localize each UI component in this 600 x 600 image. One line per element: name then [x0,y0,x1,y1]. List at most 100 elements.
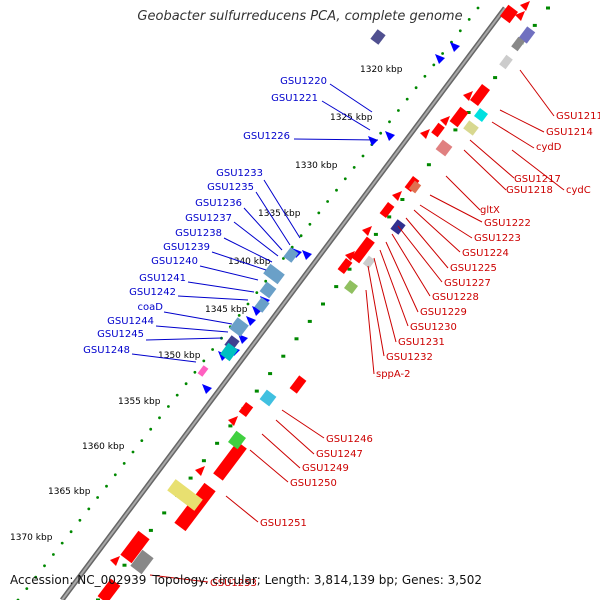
forward-gene-block [238,402,254,417]
ruler-dot [122,462,126,465]
ruler-dot [379,131,383,135]
inner-ruler-dash [400,198,405,201]
inner-ruler-dash [466,111,471,114]
gene-block [197,365,209,377]
leader-line [397,225,443,283]
forward-gene-label: GSU1232 [386,352,433,363]
forward-gene-label: GSU1214 [546,127,593,138]
ruler-track [16,6,480,600]
leader-line [419,204,473,239]
gene-block [259,389,277,407]
forward-gene-label: GSU1224 [462,248,509,259]
reverse-gene-arrow [435,54,445,64]
backbone-highlight [61,7,506,600]
leader-line [275,419,315,455]
leader-line [199,265,259,281]
gene-block [511,36,525,52]
leader-line [233,221,279,257]
leader-line [249,449,289,483]
inner-ruler-dash [281,354,286,358]
reverse-gene-arrow [246,316,256,326]
forward-gene-arrow [228,416,238,426]
forward-gene-arrow [463,91,473,101]
leader-line [145,337,223,341]
forward-gene-block [97,578,121,600]
ruler-dot [25,587,29,590]
gene-block [130,549,154,575]
leader-line [149,574,209,583]
ruler-dot [282,257,285,260]
leader-line [155,325,229,333]
forward-gene-label: GSU1227 [444,278,491,289]
reverse-gene-label: GSU1236 [195,198,242,209]
forward-gene-arrow [515,11,525,21]
ruler-dot [423,74,427,78]
gene-block [518,26,536,44]
reverse-gene-label: GSU1240 [151,256,198,267]
gene-block [343,279,359,295]
leader-line [373,257,397,343]
forward-gene-arrow [520,1,530,11]
inner-ruler-dash [453,128,458,132]
ruler-dot [175,393,179,397]
forward-gene-label: GSU1211 [556,111,600,122]
leader-line [385,241,419,313]
leader-line [223,237,273,263]
scale-tick-label: 1365 kbp [48,487,91,497]
inner-ruler-dash [307,319,312,323]
forward-gene-label: GSU1228 [432,292,479,303]
reverse-gene-label: GSU1237 [185,213,232,224]
ruler-dot [343,177,347,181]
scale-tick-label: 1325 kbp [330,113,373,123]
ruler-dot [193,370,197,374]
gene-block [219,342,239,362]
forward-gene-label: GSU1231 [398,337,445,348]
scale-tick-label: 1330 kbp [295,161,338,171]
ruler-dot [211,348,215,351]
leader-line [293,138,379,141]
inner-ruler-dash [321,302,325,306]
forward-gene-block [120,530,150,564]
ruler-dot [184,382,188,386]
leader-line [463,149,507,191]
reverse-gene-label: GSU1238 [175,228,222,239]
ruler-dot [432,63,436,67]
leader-line [499,109,545,133]
reverse-gene-label: GSU1242 [129,287,176,298]
ruler-dot [60,541,64,545]
reverse-gene-arrow [202,384,212,394]
gene-block [435,139,453,157]
reverse-gene-label: GSU1248 [83,345,130,356]
ruler-dot [405,97,409,101]
scale-tick-label: 1350 kbp [158,351,201,361]
reverse-gene-arrow [450,42,460,52]
inner-ruler-dash [148,528,153,532]
ruler-dot [290,245,294,249]
forward-gene-label: cydC [566,185,591,196]
forward-gene-label: GSU1247 [316,449,363,460]
forward-gene-label: GSU1222 [484,218,531,229]
inner-ruler-dash [546,6,550,10]
inner-ruler-dash [493,76,498,80]
ruler-dot [467,18,471,21]
scale-tick-label: 1345 kbp [205,305,248,315]
inner-ruler-dash [162,511,167,515]
ruler-dot [264,279,268,283]
leader-line [491,121,535,149]
gene-block [370,29,386,45]
forward-gene-arrow [110,556,120,566]
forward-gene-label: GSU1250 [290,478,337,489]
map-title: Geobacter sulfurreducens PCA, complete g… [137,9,463,24]
forward-gene-label: GSU1225 [450,263,497,274]
forward-gene-block [213,441,247,481]
inner-ruler-dash [215,441,220,445]
ruler-dot [96,496,99,499]
leader-line [519,69,555,117]
ruler-dot [43,564,46,568]
scale-ticks: 1320 kbp 1325 kbp 1330 kbp 1335 kbp 1340 kbp… [10,65,403,543]
inner-ruler-dash [532,23,537,27]
forward-gene-label: sppA-2 [376,369,411,380]
gene-block [390,219,406,235]
gene-block [499,54,513,70]
forward-gene-arrow [195,466,205,476]
